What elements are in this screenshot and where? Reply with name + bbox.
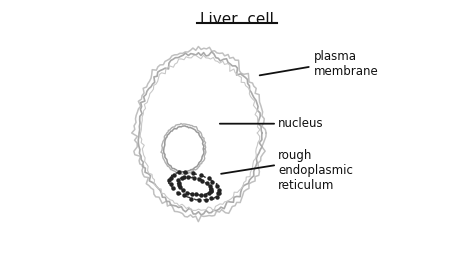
Text: nucleus: nucleus: [278, 117, 324, 130]
Text: Liver  cell: Liver cell: [200, 12, 274, 27]
Text: plasma
membrane: plasma membrane: [314, 50, 379, 78]
Text: rough
endoplasmic
reticulum: rough endoplasmic reticulum: [278, 149, 353, 192]
